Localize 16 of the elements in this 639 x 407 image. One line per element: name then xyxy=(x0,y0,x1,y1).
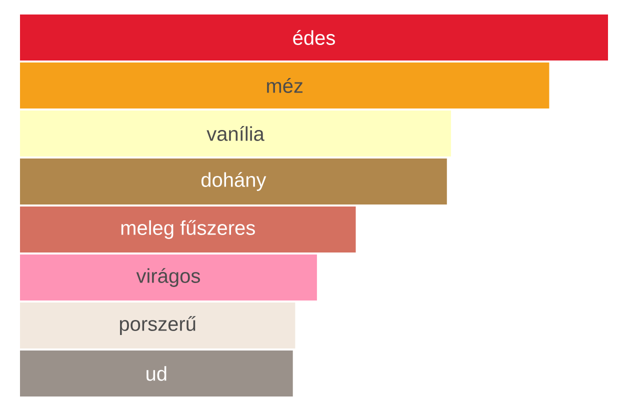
y-tick-label: méz xyxy=(267,78,302,93)
y-tick-label: virágos xyxy=(136,268,200,287)
bar xyxy=(20,254,317,301)
y-tick-label: vanília xyxy=(206,126,264,141)
y-tick-label: ud xyxy=(146,366,166,381)
bar xyxy=(20,14,608,61)
y-tick-label: porszerű xyxy=(120,316,196,335)
bar xyxy=(20,302,296,349)
bar xyxy=(20,110,452,157)
bar xyxy=(20,158,447,205)
y-tick-label: édes xyxy=(293,30,335,45)
bar xyxy=(20,206,356,253)
bar xyxy=(20,350,293,397)
y-tick-label: meleg fűszeres xyxy=(121,220,255,239)
bar xyxy=(20,62,550,109)
y-tick-label: dohány xyxy=(201,172,266,191)
